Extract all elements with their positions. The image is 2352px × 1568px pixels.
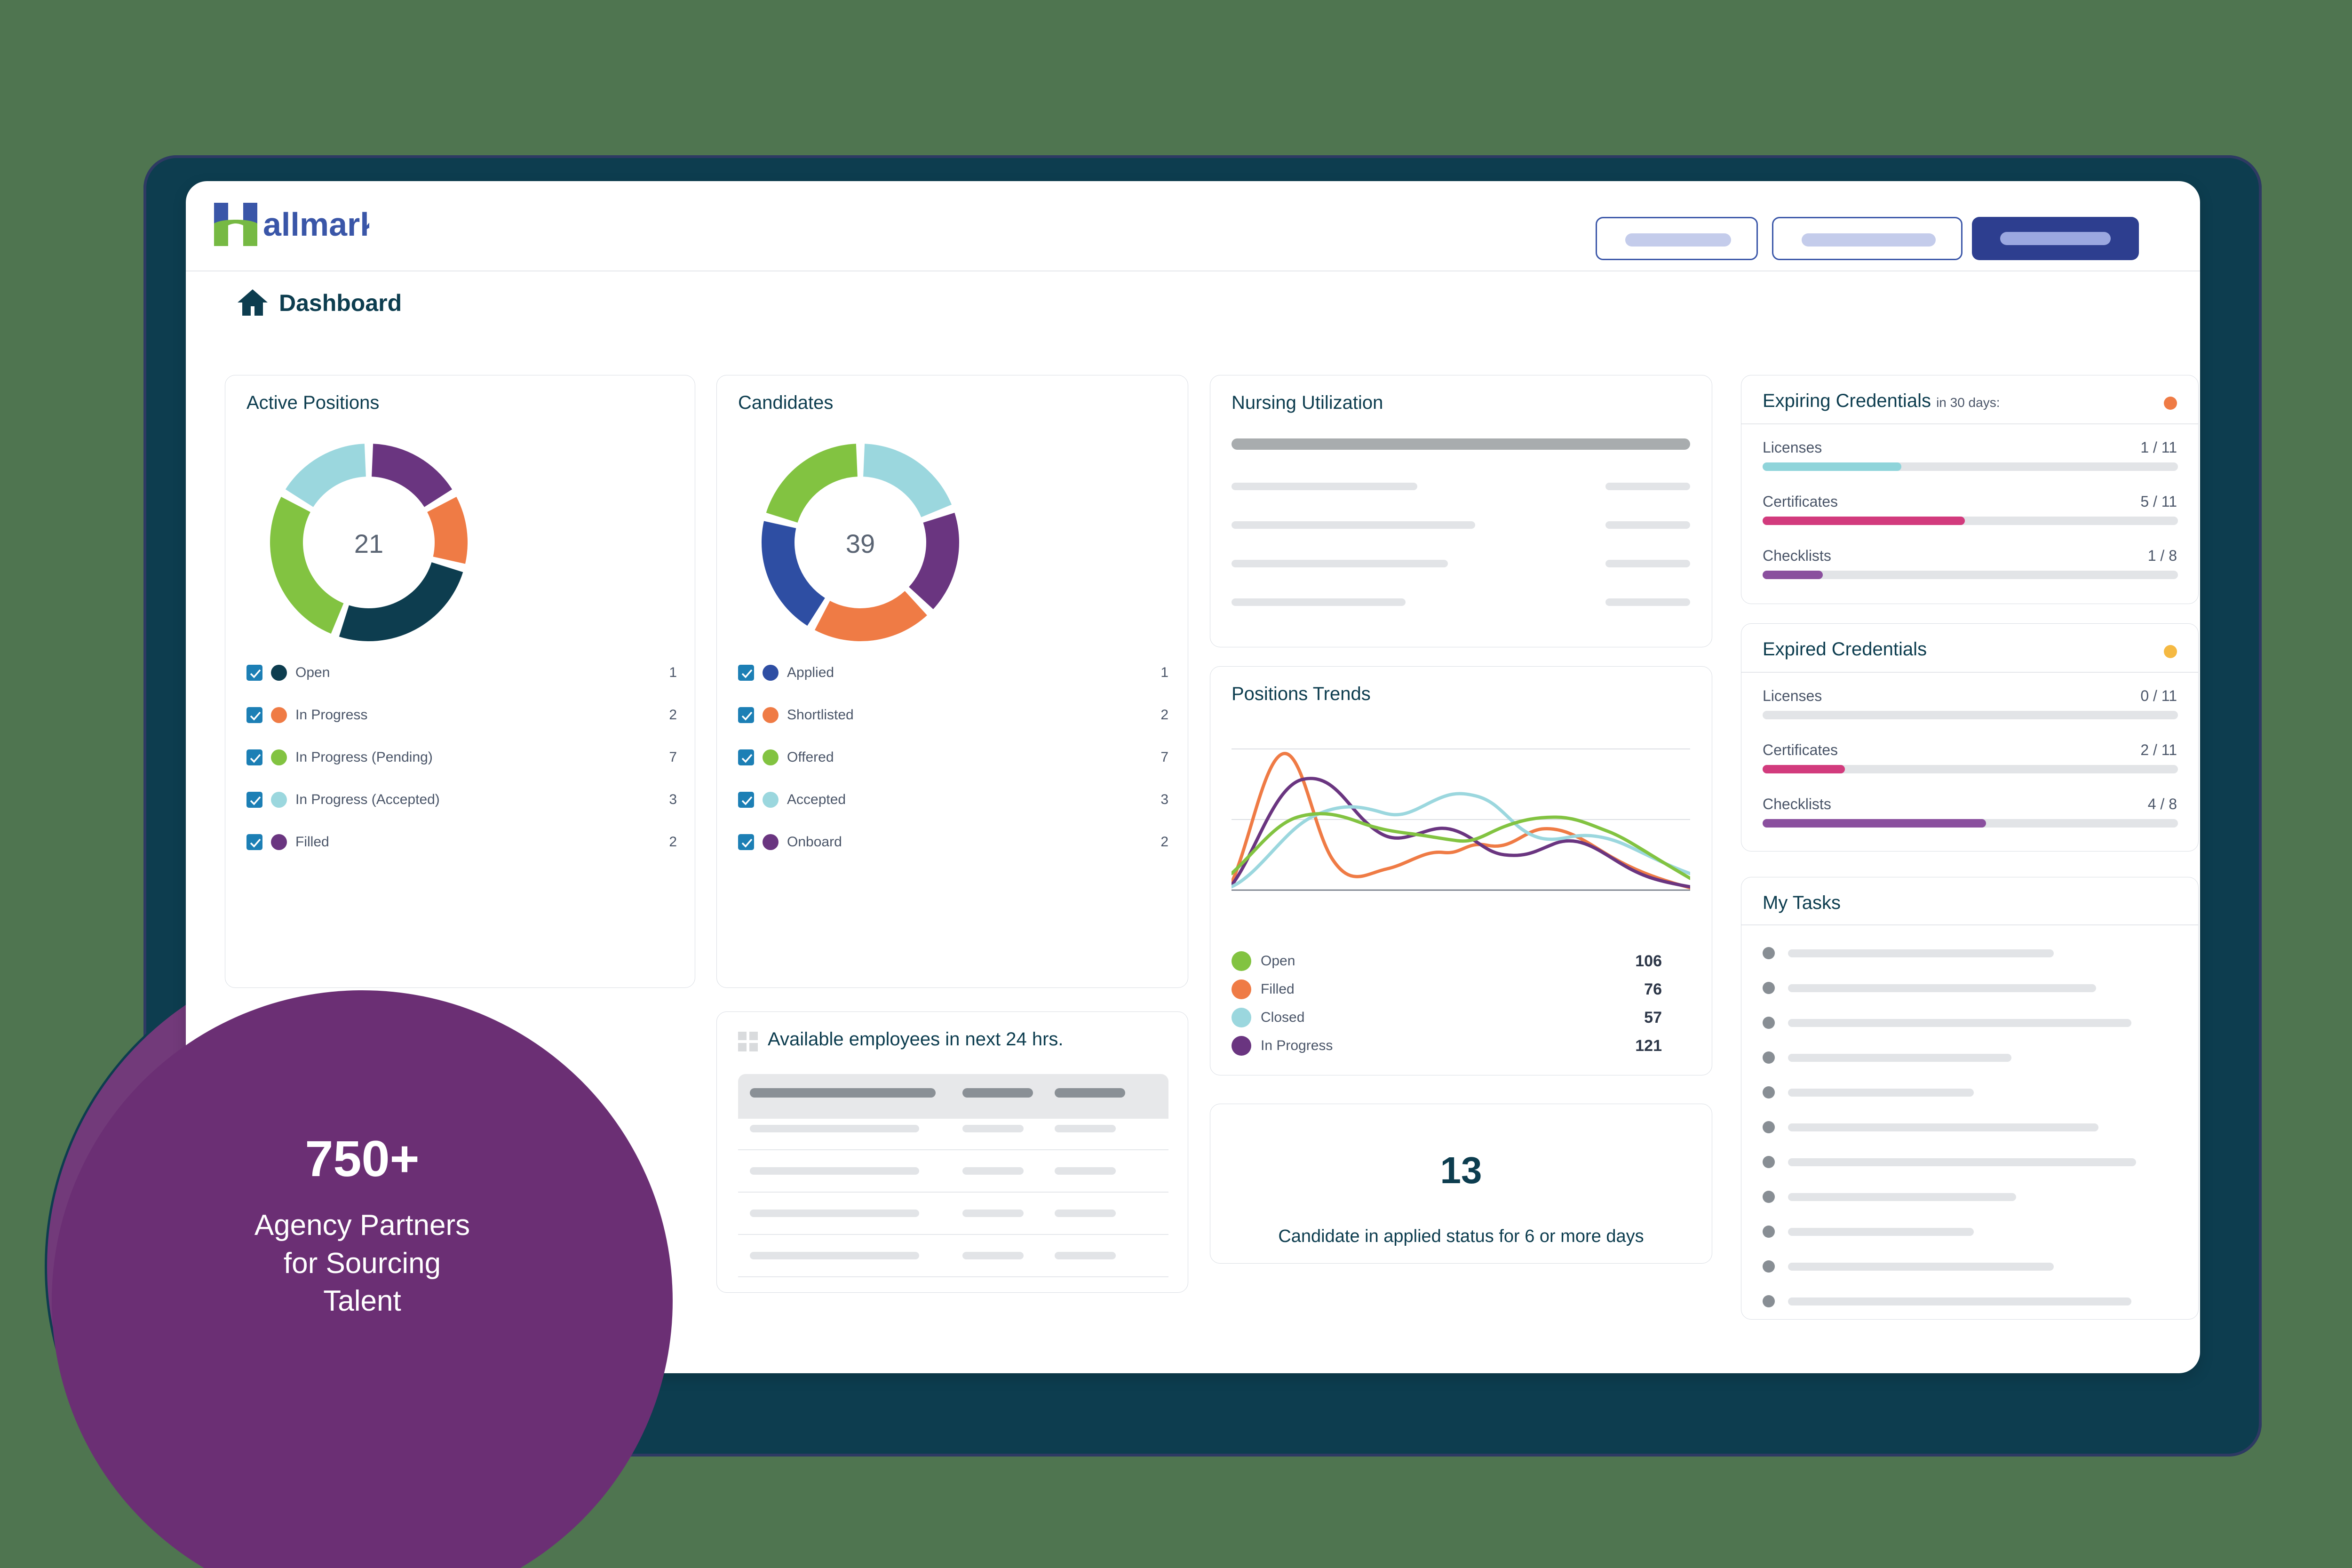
svg-text:39: 39 bbox=[846, 529, 875, 558]
svg-text:21: 21 bbox=[354, 529, 383, 558]
svg-text:allmark: allmark bbox=[263, 206, 369, 243]
